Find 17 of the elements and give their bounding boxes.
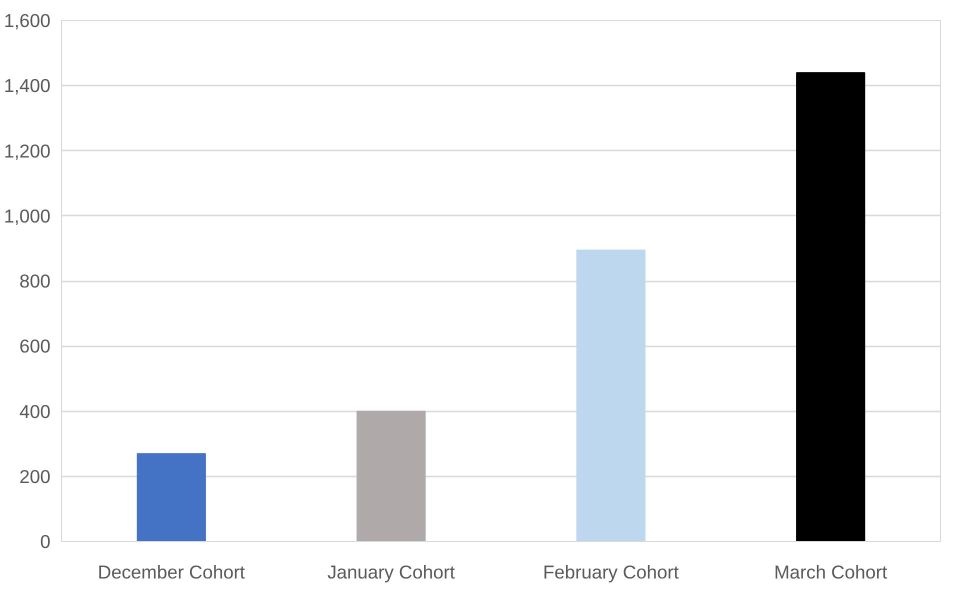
- bar: [796, 72, 866, 542]
- y-tick-label: 0: [40, 531, 51, 552]
- y-tick-label: 1,000: [4, 205, 50, 226]
- bar: [576, 250, 646, 542]
- x-tick-label: March Cohort: [774, 562, 888, 582]
- y-tick-label: 1,400: [4, 75, 50, 96]
- y-tick-label: 400: [19, 400, 51, 422]
- y-tick-label: 800: [19, 270, 51, 292]
- bar: [136, 453, 206, 542]
- x-tick-label: January Cohort: [327, 562, 456, 582]
- bar: [356, 410, 426, 542]
- y-tick-label: 600: [19, 336, 51, 357]
- y-tick-label: 1,200: [4, 140, 50, 162]
- x-tick-label: December Cohort: [98, 562, 246, 582]
- y-tick-label: 200: [19, 466, 51, 487]
- x-tick-label: February Cohort: [542, 562, 680, 582]
- y-tick-label: 1,600: [4, 10, 50, 31]
